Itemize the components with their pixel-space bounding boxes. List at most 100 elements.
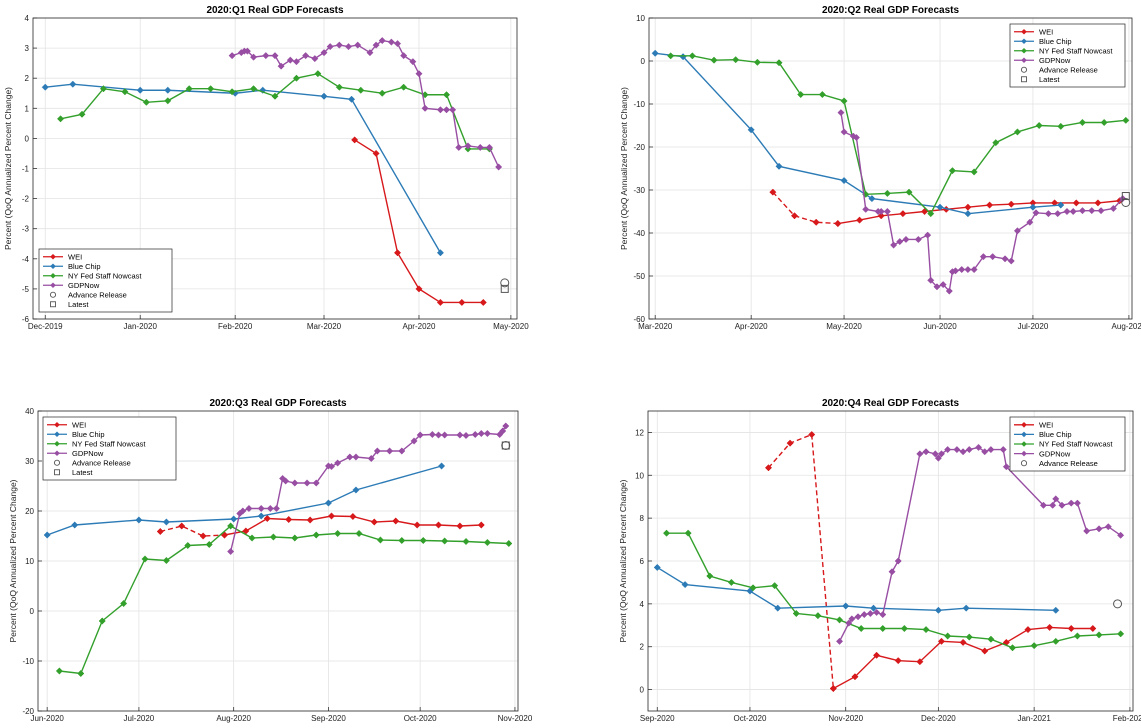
data-point-square	[501, 441, 510, 450]
series-wei-preliminary-	[764, 431, 837, 693]
data-point	[239, 507, 247, 515]
data-point	[205, 540, 213, 549]
plot-frame	[647, 410, 1134, 712]
data-point	[934, 454, 942, 462]
data-point	[1078, 207, 1087, 215]
data-point	[282, 477, 290, 485]
legend-marker	[54, 469, 60, 476]
y-tick-label: 10	[25, 557, 34, 566]
data-point	[1058, 501, 1066, 509]
data-point	[1095, 631, 1103, 639]
data-point	[376, 536, 384, 544]
data-point	[848, 615, 856, 623]
series-wei	[220, 512, 485, 539]
data-point	[845, 619, 853, 627]
data-point	[1097, 207, 1105, 215]
data-point	[164, 86, 172, 94]
data-point	[57, 115, 65, 123]
series-wei	[829, 623, 1097, 693]
data-point	[306, 516, 314, 524]
data-point	[979, 253, 987, 261]
data-point	[1122, 116, 1130, 124]
legend-label: Latest	[72, 468, 93, 477]
legend-marker	[1021, 431, 1027, 438]
data-point	[1057, 201, 1065, 209]
y-tick-label: 30	[25, 457, 34, 466]
legend-label: Advance Release	[1039, 65, 1098, 74]
legend-item: GDPNow	[47, 449, 104, 458]
y-tick-label: 0	[641, 57, 646, 66]
data-point	[1057, 122, 1065, 130]
data-point	[314, 70, 322, 78]
legend-item: NY Fed Staff Nowcast	[1014, 440, 1113, 449]
y-tick-label: -50	[633, 272, 645, 281]
data-point	[351, 136, 359, 144]
y-tick-label: -6	[22, 315, 30, 324]
data-point	[483, 538, 491, 547]
data-point	[269, 533, 277, 541]
data-point	[922, 448, 930, 456]
data-point	[902, 235, 910, 244]
y-axis-label: Percent (QoQ Annualized Percent Change)	[618, 479, 628, 642]
data-point	[962, 604, 970, 612]
series-latest	[1121, 192, 1130, 201]
legend-box	[1009, 23, 1126, 88]
data-point	[888, 568, 896, 576]
series-line	[767, 433, 835, 689]
data-point	[302, 52, 310, 60]
legend-item: Latest	[1021, 75, 1060, 84]
x-tick-label: Mar-2020	[638, 322, 673, 331]
data-point	[818, 90, 826, 99]
legend-marker	[49, 291, 57, 298]
legend-marker	[1021, 76, 1027, 83]
data-point	[1109, 204, 1117, 213]
data-point	[749, 584, 757, 592]
data-point	[348, 95, 356, 103]
data-point	[732, 56, 740, 64]
y-tick-label: 2	[640, 643, 645, 652]
data-point	[939, 281, 947, 289]
data-point	[227, 522, 235, 530]
chart-panel-4: 0 2 4 6 8 10 12 Sep-2020 Oct-2020 Nov-2020 Dec-202…	[618, 398, 1141, 723]
legend-item: WEI	[47, 420, 86, 429]
legend-item: Latest	[50, 300, 89, 309]
legend-label: GDPNow	[1039, 449, 1071, 458]
data-point	[662, 529, 671, 537]
data-point	[837, 109, 845, 117]
y-tick-label: -20	[22, 707, 34, 716]
x-tick-label: Jun-2020	[923, 322, 957, 331]
data-point	[266, 504, 274, 513]
data-point	[372, 41, 380, 49]
data-point	[135, 516, 143, 524]
data-point	[413, 521, 421, 529]
data-point	[916, 450, 924, 458]
legend-marker	[1021, 28, 1027, 35]
data-point	[257, 504, 265, 513]
y-tick-label: -20	[633, 143, 645, 152]
data-point	[477, 429, 485, 438]
data-point	[372, 149, 380, 158]
legend-label: Latest	[68, 300, 89, 309]
data-point	[1052, 606, 1060, 614]
legend-label: WEI	[72, 420, 86, 429]
series-layer	[41, 37, 510, 306]
data-point	[398, 447, 406, 455]
data-point	[1035, 121, 1043, 130]
data-point	[415, 70, 423, 78]
data-point	[684, 529, 692, 537]
data-point	[1073, 499, 1081, 507]
data-point	[436, 106, 444, 114]
data-point	[344, 43, 353, 51]
data-point	[812, 218, 820, 226]
data-point	[393, 40, 402, 48]
legend-marker	[54, 421, 60, 428]
y-tick-label: -10	[633, 100, 645, 109]
data-point	[207, 85, 215, 93]
data-point	[964, 265, 972, 274]
data-point	[162, 518, 170, 526]
series-line	[655, 52, 1061, 215]
data-point	[279, 474, 287, 483]
series-line	[59, 525, 509, 675]
x-tick-label: May-2020	[826, 322, 862, 331]
